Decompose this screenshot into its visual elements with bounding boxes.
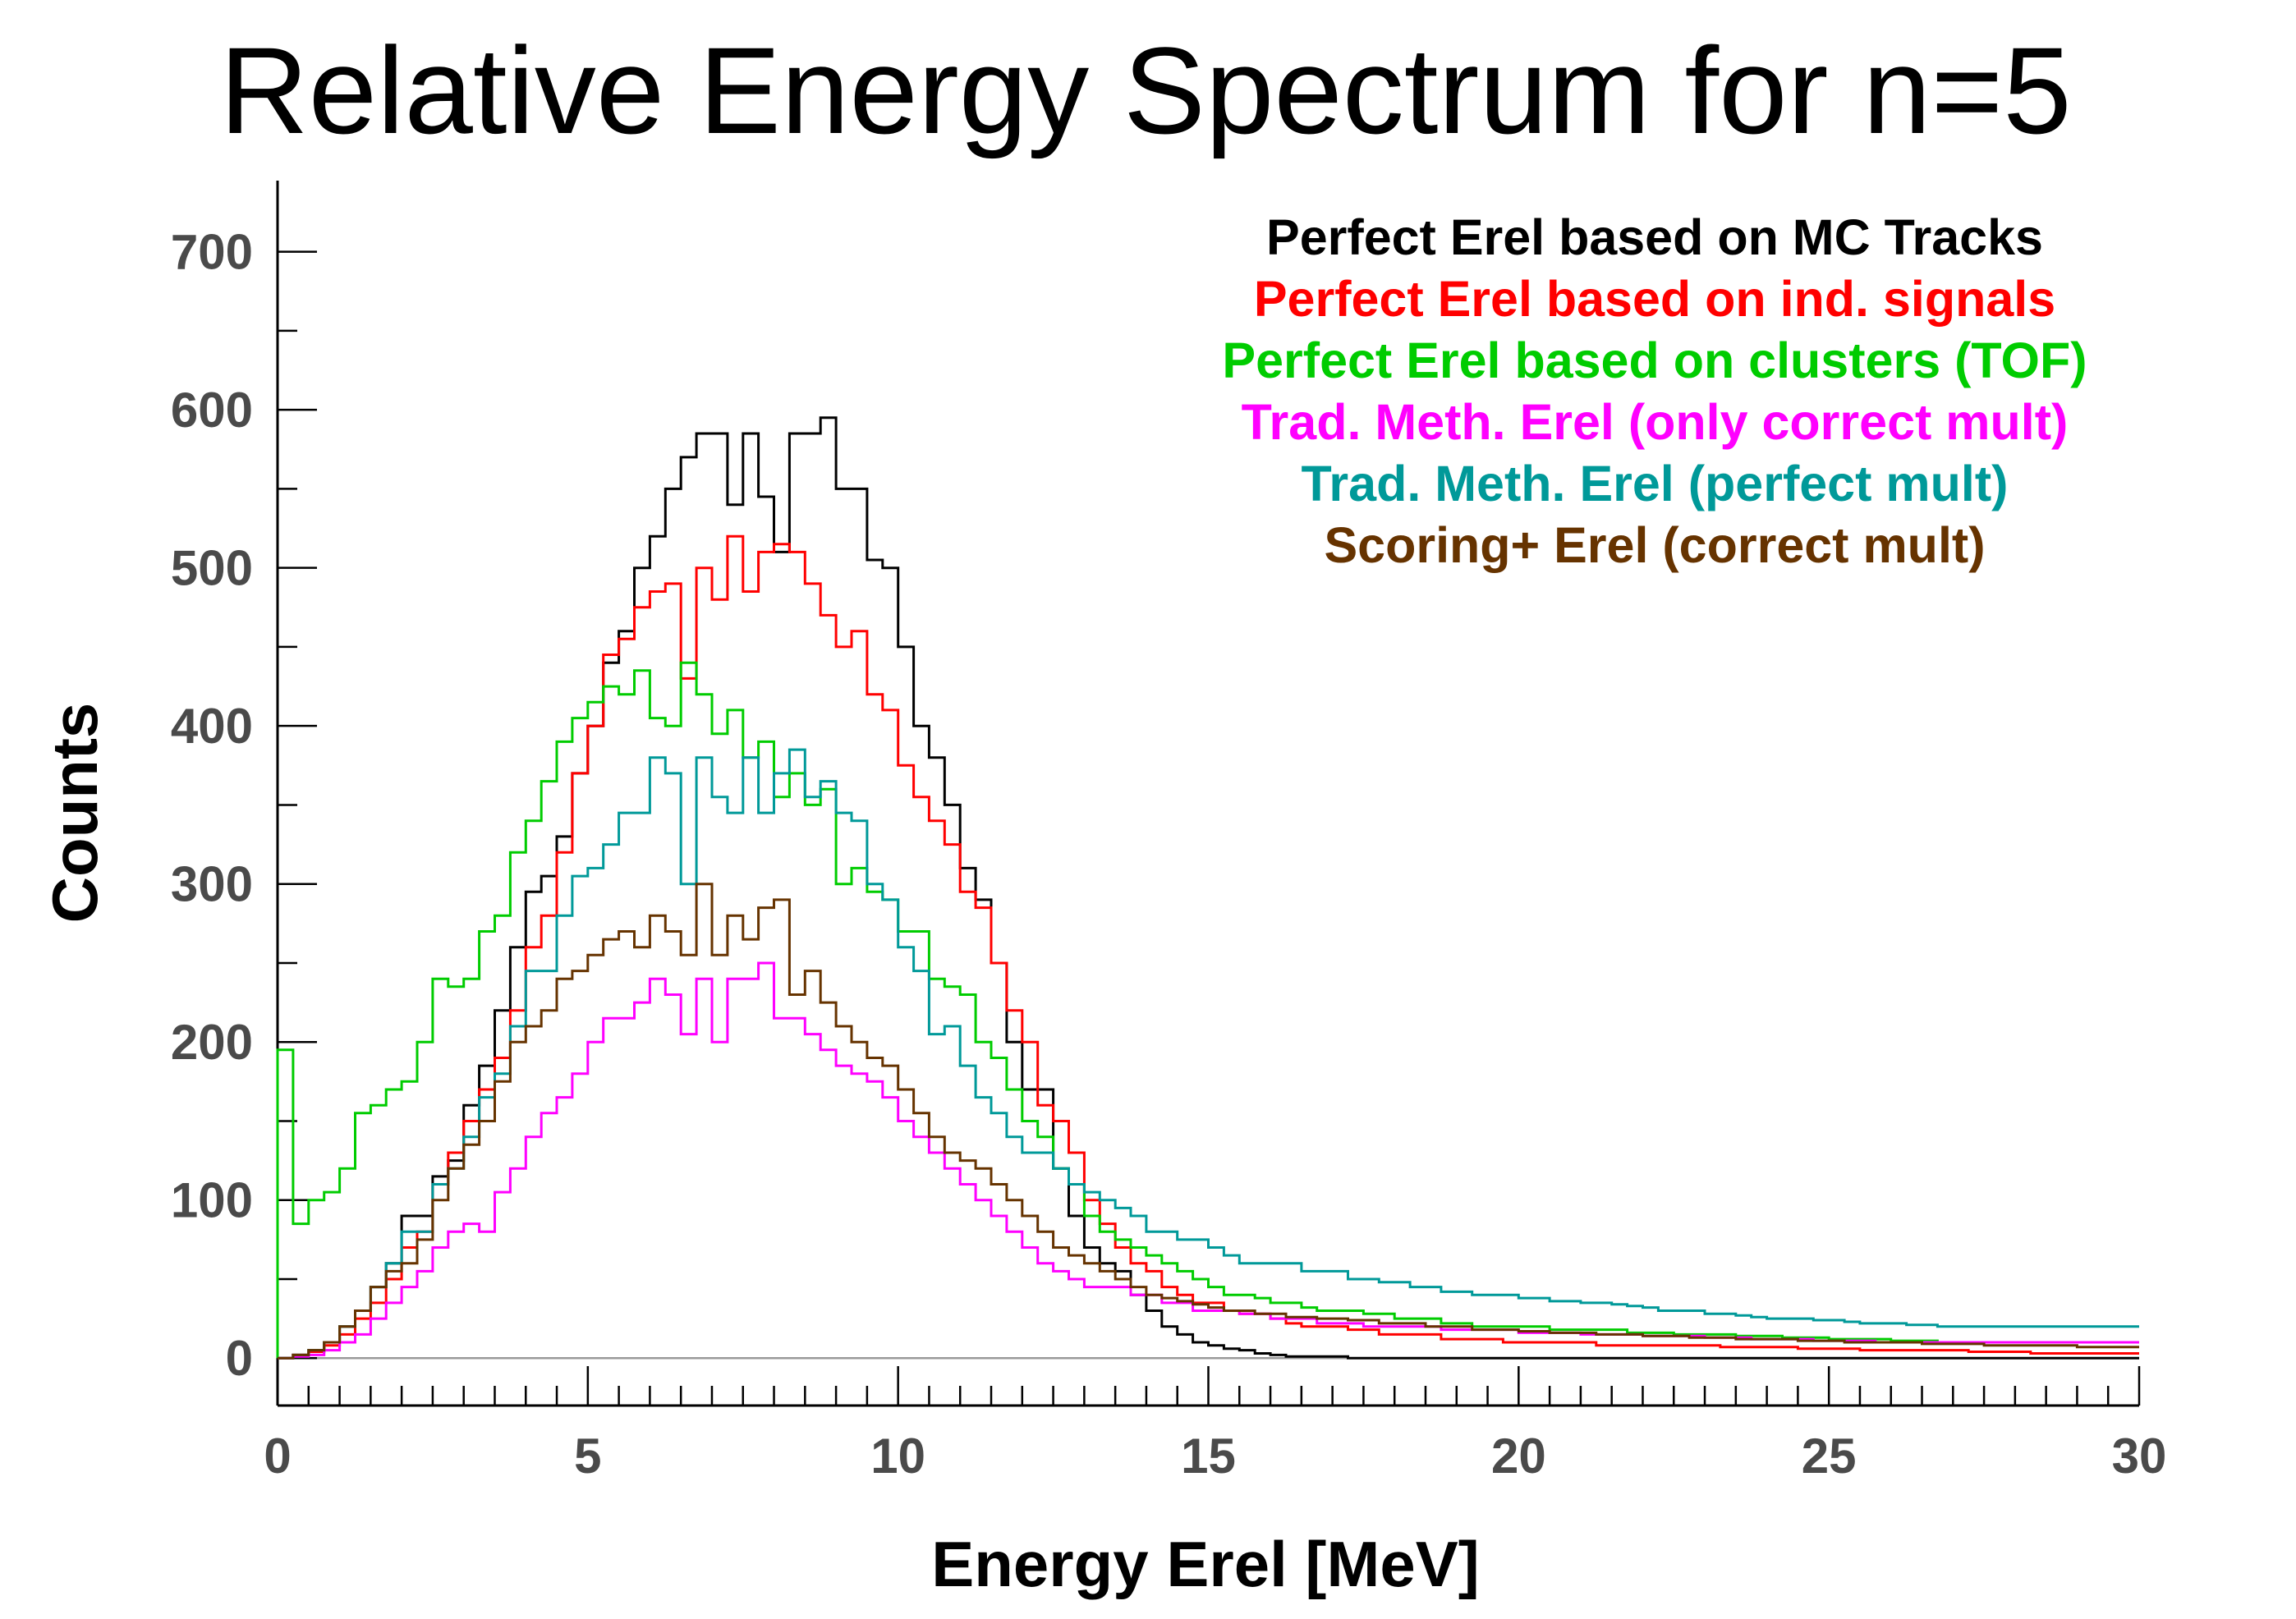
y-tick-label: 200: [171, 1015, 253, 1070]
y-axis-label: Counts: [39, 703, 111, 924]
chart-title: Relative Energy Spectrum for n=5: [219, 21, 2071, 159]
chart-legend: Perfect Erel based on MC Tracks Perfect E…: [1222, 209, 2087, 573]
legend-entry-6: Scoring+ Erel (correct mult): [1324, 517, 1985, 573]
y-tick-label: 100: [171, 1173, 253, 1228]
series-line-5: [278, 748, 2139, 1360]
series-line-6: [278, 883, 2139, 1360]
plot-area: 0 100 200 300 400 500 600 700 0 5 10 15 20 25 30: [171, 181, 2166, 1484]
x-axis-label: Energy Erel [MeV]: [931, 1528, 1480, 1600]
legend-entry-3: Perfect Erel based on clusters (TOF): [1222, 333, 2087, 388]
series-line-3: [276, 661, 2139, 1359]
x-tick-label: 10: [870, 1429, 925, 1484]
legend-entry-2: Perfect Erel based on ind. signals: [1254, 271, 2055, 327]
legend-entry-5: Trad. Meth. Erel (perfect mult): [1302, 456, 2009, 511]
y-tick-label: 400: [171, 699, 253, 754]
x-tick-label: 15: [1181, 1429, 1236, 1484]
series-line-1: [278, 416, 2139, 1360]
x-tick-label: 5: [574, 1429, 601, 1484]
y-tick-label: 600: [171, 383, 253, 438]
x-tick-label: 0: [264, 1429, 291, 1484]
series-line-4: [278, 961, 2139, 1360]
legend-entry-1: Perfect Erel based on MC Tracks: [1266, 209, 2043, 265]
x-tick-label: 20: [1491, 1429, 1546, 1484]
series-line-2: [278, 534, 2139, 1360]
x-tick-label: 30: [2112, 1429, 2167, 1484]
y-tick-label: 500: [171, 541, 253, 596]
x-tick-label: 25: [1802, 1429, 1857, 1484]
y-tick-label: 0: [226, 1331, 253, 1386]
legend-entry-4: Trad. Meth. Erel (only correct mult): [1242, 394, 2069, 450]
y-tick-label: 700: [171, 225, 253, 280]
y-tick-label: 300: [171, 857, 253, 912]
